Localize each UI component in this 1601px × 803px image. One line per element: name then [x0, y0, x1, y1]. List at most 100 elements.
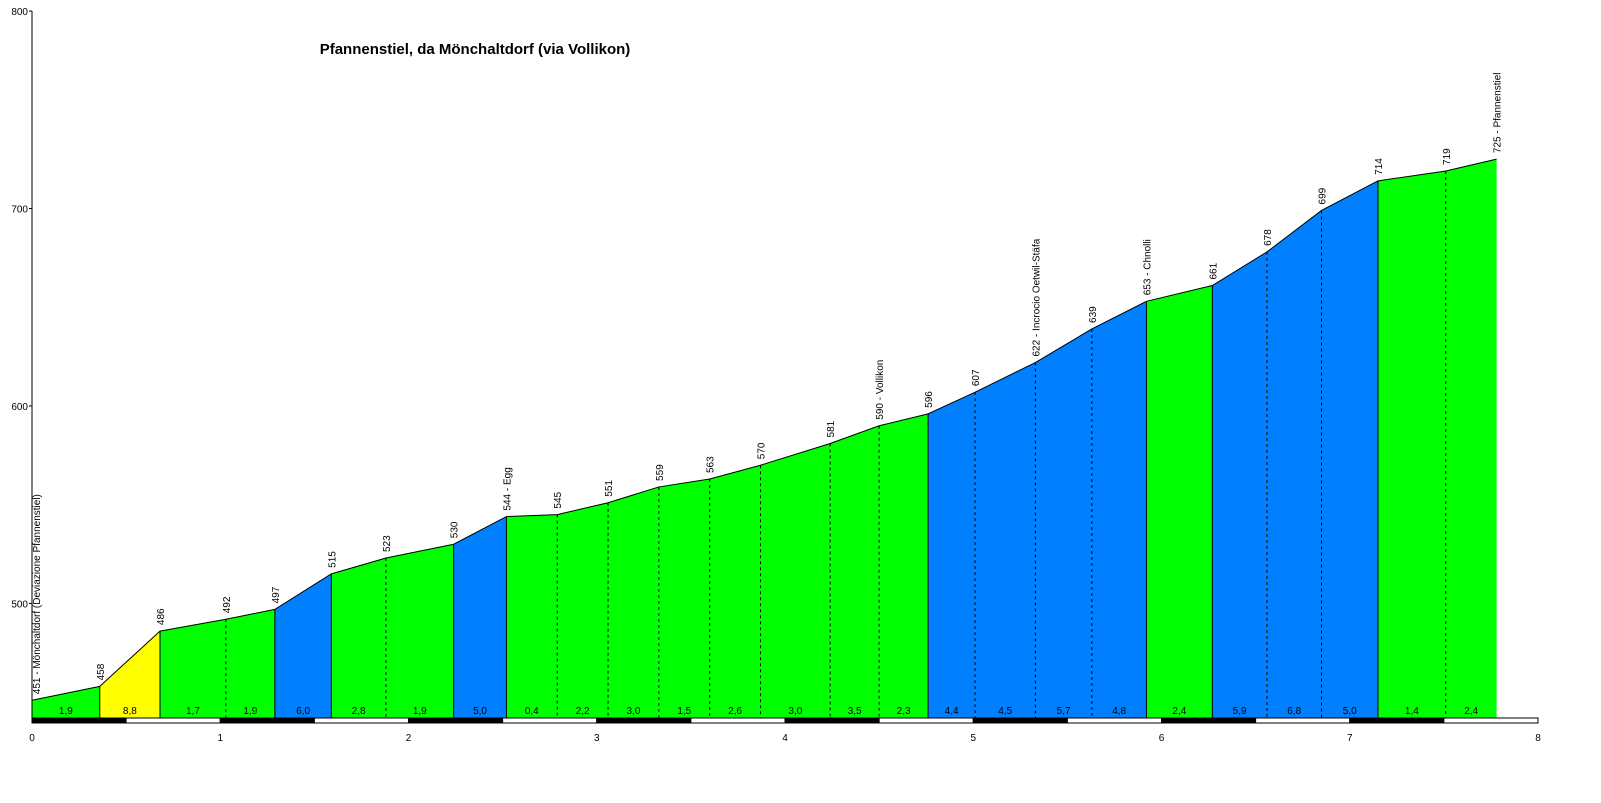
profile-segment: [760, 443, 831, 718]
y-tick-label: 800: [11, 7, 28, 18]
profile-segment: [1321, 180, 1378, 718]
scale-bar-block: [972, 717, 1068, 724]
point-label: 458: [96, 663, 107, 680]
point-label: 653 - Chnolli: [1142, 239, 1153, 295]
gradient-label: 1,9: [413, 706, 427, 717]
x-tick-label: 1: [217, 733, 223, 744]
gradient-label: 1,4: [1405, 706, 1419, 717]
scale-bar-block: [1066, 717, 1162, 724]
y-tick-label: 700: [11, 204, 28, 215]
y-tick-label: 600: [11, 402, 28, 413]
gradient-labels: 1,9 8,8 1,7 1,9 6,0 2,8 1,9 5,0 0,4 2,2 3,0 1,5 2,6 3…: [59, 706, 1479, 717]
profile-segment: [385, 544, 454, 718]
gradient-label: 1,7: [186, 706, 200, 717]
profile-segment: [274, 573, 332, 718]
scale-bar-block: [596, 717, 692, 724]
profile-segment: [1035, 328, 1092, 718]
x-tick-label: 4: [782, 733, 788, 744]
scale-bar-block: [1443, 717, 1539, 724]
scale-bar-block: [502, 717, 598, 724]
y-tick-label: 500: [11, 599, 28, 610]
point-label: 678: [1263, 229, 1274, 246]
scale-bar-block: [1255, 717, 1351, 724]
scale-bar-block: [878, 717, 974, 724]
segment-fills: [32, 159, 1497, 719]
profile-segment: [658, 479, 710, 718]
profile-segment: [1377, 170, 1446, 718]
x-axis-ticks: 0 1 2 3 4 5 6 7 8: [29, 733, 1541, 744]
gradient-label: 3,5: [848, 706, 862, 717]
gradient-label: 5,7: [1057, 706, 1071, 717]
profile-segment: [1212, 251, 1267, 718]
point-label: 699: [1318, 187, 1329, 204]
point-label: 545: [553, 491, 564, 508]
x-tick-label: 3: [594, 733, 600, 744]
profile-segment: [709, 465, 761, 718]
profile-segment: [331, 558, 386, 718]
x-tick-label: 8: [1535, 733, 1541, 744]
gradient-label: 5,9: [1233, 706, 1247, 717]
point-label: 590 - Vollikon: [875, 360, 886, 420]
profile-segment: [975, 362, 1036, 718]
gradient-label: 5,0: [473, 706, 487, 717]
gradient-label: 2,2: [576, 706, 590, 717]
point-label: 544 - Egg: [502, 467, 513, 510]
gradient-label: 4,8: [1112, 706, 1126, 717]
profile-outline: [31, 158, 1497, 701]
point-label: 551: [604, 480, 615, 497]
profile-segment: [879, 413, 929, 718]
point-label: 523: [382, 535, 393, 552]
x-tick-label: 7: [1347, 733, 1353, 744]
profile-segment: [1091, 301, 1147, 718]
point-label: 497: [271, 586, 282, 603]
scale-bar-block: [31, 717, 127, 724]
profile-segment: [99, 631, 161, 718]
gradient-label: 5,0: [1343, 706, 1357, 717]
gradient-label: 4,4: [945, 706, 959, 717]
point-label: 607: [971, 369, 982, 386]
chart-title: Pfannenstiel, da Mönchaltdorf (via Volli…: [320, 41, 631, 58]
point-label: 581: [826, 420, 837, 437]
profile-segment: [557, 502, 609, 718]
profile-segment: [453, 516, 507, 718]
profile-segment: [608, 486, 659, 718]
x-tick-label: 0: [29, 733, 35, 744]
profile-segment: [1146, 285, 1213, 718]
gradient-label: 2,3: [897, 706, 911, 717]
gradient-label: 1,5: [677, 706, 691, 717]
point-labels: 451 - Mönchaltdorf (Deviazione Pfannenst…: [32, 72, 1504, 694]
gradient-label: 2,8: [352, 706, 366, 717]
profile-segment: [830, 425, 880, 718]
point-label: 559: [655, 464, 666, 481]
scale-bar-block: [219, 717, 315, 724]
scale-bar-block: [690, 717, 786, 724]
point-label: 492: [222, 596, 233, 613]
profile-segment: [928, 392, 976, 718]
gradient-label: 1,9: [59, 706, 73, 717]
segment-dividers: [99, 170, 1447, 718]
point-label: 515: [327, 551, 338, 568]
gradient-label: 2,6: [728, 706, 742, 717]
x-tick-label: 6: [1159, 733, 1165, 744]
point-label: 622 - Incrocio Oetwil-Stäfa: [1031, 238, 1042, 356]
point-label: 563: [706, 456, 717, 473]
point-label: 725 - Pfannenstiel: [1493, 72, 1504, 153]
gradient-label: 8,8: [123, 706, 137, 717]
gradient-label: 2,4: [1172, 706, 1186, 717]
profile-segment: [32, 686, 100, 718]
x-tick-label: 5: [970, 733, 976, 744]
profile-segment: [1266, 210, 1322, 719]
point-label: 451 - Mönchaltdorf (Deviazione Pfannenst…: [32, 494, 43, 694]
point-label: 570: [757, 442, 768, 459]
profile-segment: [160, 619, 226, 718]
gradient-label: 6,8: [1287, 706, 1301, 717]
scale-bar-block: [784, 717, 880, 724]
point-label: 596: [924, 391, 935, 408]
scale-bar-block: [1161, 717, 1257, 724]
gradient-label: 1,9: [243, 706, 257, 717]
scale-bar-block: [125, 717, 221, 724]
profile-segment: [1445, 159, 1497, 719]
point-label: 661: [1208, 262, 1219, 279]
point-label: 639: [1088, 306, 1099, 323]
x-tick-label: 2: [406, 733, 412, 744]
